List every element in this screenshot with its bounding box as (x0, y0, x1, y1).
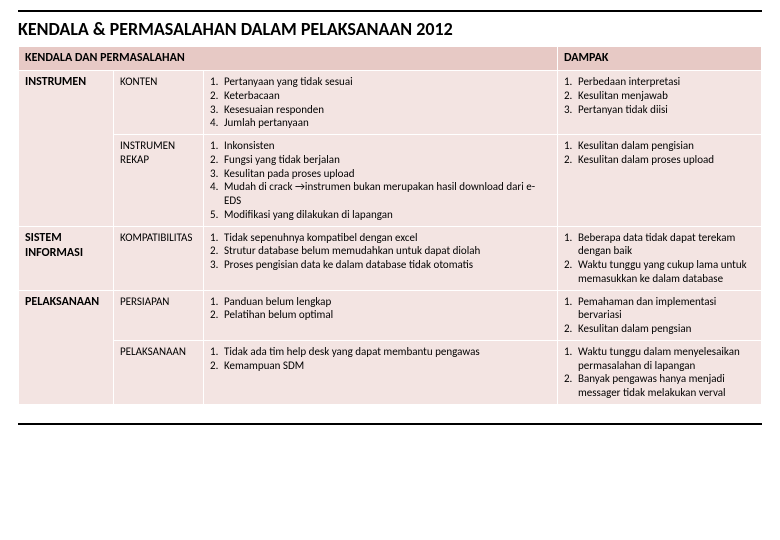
problem-item-num: 1. (210, 295, 224, 309)
header-left: KENDALA DAN PERMASALAHAN (19, 47, 558, 71)
problem-item-text: Kemampuan SDM (224, 359, 551, 373)
problem-item-text: Pelatihan belum optimal (224, 308, 551, 322)
subcategory-cell: KOMPATIBILITAS (114, 226, 204, 290)
impact-item-text: Waktu tunggu yang cukup lama untuk memas… (578, 258, 755, 286)
problem-item-text: Kesesuaian responden (224, 103, 551, 117)
impact-item-num: 1. (564, 75, 578, 89)
impacts-cell: 1.Perbedaan interpretasi2.Kesulitan menj… (557, 71, 761, 135)
impact-item-text: Beberapa data tidak dapat terekam dengan… (578, 231, 755, 259)
problem-item-num: 3. (210, 103, 224, 117)
impact-item-text: Kesulitan dalam pengsian (578, 322, 755, 336)
impact-item-num: 1. (564, 231, 578, 259)
problem-item-text: Keterbacaan (224, 89, 551, 103)
problem-item-num: 4. (210, 116, 224, 130)
problem-item-text: Proses pengisian data ke dalam database … (224, 258, 551, 272)
problems-cell: 1.Inkonsisten2.Fungsi yang tidak berjala… (204, 135, 558, 227)
problem-item-text: Panduan belum lengkap (224, 295, 551, 309)
impacts-cell: 1.Waktu tunggu dalam menyelesaikan perma… (557, 340, 761, 404)
impact-item-num: 1. (564, 295, 578, 323)
problem-item-num: 1. (210, 75, 224, 89)
impact-item-text: Pertanyan tidak diisi (578, 103, 755, 117)
problem-item-text: Mudah di crack →instrumen bukan merupaka… (224, 180, 551, 208)
category-cell: INSTRUMEN (19, 71, 114, 227)
impact-item-text: Banyak pengawas hanya menjadi messager t… (578, 372, 755, 400)
subcategory-cell: PELAKSANAAN (114, 340, 204, 404)
subcategory-cell: PERSIAPAN (114, 290, 204, 340)
problem-item-text: Modifikasi yang dilakukan di lapangan (224, 208, 551, 222)
problem-item-num: 4. (210, 180, 224, 208)
problem-item-text: Pertanyaan yang tidak sesuai (224, 75, 551, 89)
impact-item-num: 3. (564, 103, 578, 117)
problem-item-num: 5. (210, 208, 224, 222)
impact-item-text: Waktu tunggu dalam menyelesaikan permasa… (578, 345, 755, 373)
page-title: KENDALA & PERMASALAHAN DALAM PELAKSANAAN… (18, 18, 762, 40)
impact-item-text: Perbedaan interpretasi (578, 75, 755, 89)
problem-item-num: 2. (210, 244, 224, 258)
category-cell: SISTEM INFORMASI (19, 226, 114, 290)
problem-item-text: Kesulitan pada proses upload (224, 167, 551, 181)
impact-item-num: 2. (564, 153, 578, 167)
impact-item-text: Pemahaman dan implementasi bervariasi (578, 295, 755, 323)
impact-item-text: Kesulitan dalam pengisian (578, 139, 755, 153)
problem-item-text: Strutur database belum memudahkan untuk … (224, 244, 551, 258)
impact-item-text: Kesulitan menjawab (578, 89, 755, 103)
problem-item-num: 2. (210, 89, 224, 103)
subcategory-cell: KONTEN (114, 71, 204, 135)
problems-cell: 1.Panduan belum lengkap2.Pelatihan belum… (204, 290, 558, 340)
problems-cell: 1.Pertanyaan yang tidak sesuai2.Keterbac… (204, 71, 558, 135)
impact-item-num: 2. (564, 258, 578, 286)
category-cell: PELAKSANAAN (19, 290, 114, 404)
header-right: DAMPAK (557, 47, 761, 71)
problem-item-text: Tidak sepenuhnya kompatibel dengan excel (224, 231, 551, 245)
impacts-cell: 1.Beberapa data tidak dapat terekam deng… (557, 226, 761, 290)
bottom-rule (18, 423, 762, 425)
problem-item-num: 2. (210, 359, 224, 373)
problem-item-text: Fungsi yang tidak berjalan (224, 153, 551, 167)
main-table: KENDALA DAN PERMASALAHANDAMPAKINSTRUMENK… (18, 46, 762, 405)
impact-item-num: 2. (564, 372, 578, 400)
impact-item-num: 2. (564, 322, 578, 336)
problems-cell: 1.Tidak sepenuhnya kompatibel dengan exc… (204, 226, 558, 290)
subcategory-cell: INSTRUMEN REKAP (114, 135, 204, 227)
problem-item-num: 2. (210, 308, 224, 322)
problem-item-text: Inkonsisten (224, 139, 551, 153)
problem-item-text: Tidak ada tim help desk yang dapat memba… (224, 345, 551, 359)
problem-item-num: 2. (210, 153, 224, 167)
top-rule (18, 10, 762, 12)
impact-item-num: 1. (564, 139, 578, 153)
impact-item-num: 1. (564, 345, 578, 373)
problem-item-num: 3. (210, 258, 224, 272)
problem-item-num: 1. (210, 345, 224, 359)
problem-item-num: 3. (210, 167, 224, 181)
impacts-cell: 1.Kesulitan dalam pengisian2.Kesulitan d… (557, 135, 761, 227)
impacts-cell: 1.Pemahaman dan implementasi bervariasi2… (557, 290, 761, 340)
problem-item-text: Jumlah pertanyaan (224, 116, 551, 130)
impact-item-text: Kesulitan dalam proses upload (578, 153, 755, 167)
impact-item-num: 2. (564, 89, 578, 103)
problem-item-num: 1. (210, 231, 224, 245)
problems-cell: 1.Tidak ada tim help desk yang dapat mem… (204, 340, 558, 404)
problem-item-num: 1. (210, 139, 224, 153)
